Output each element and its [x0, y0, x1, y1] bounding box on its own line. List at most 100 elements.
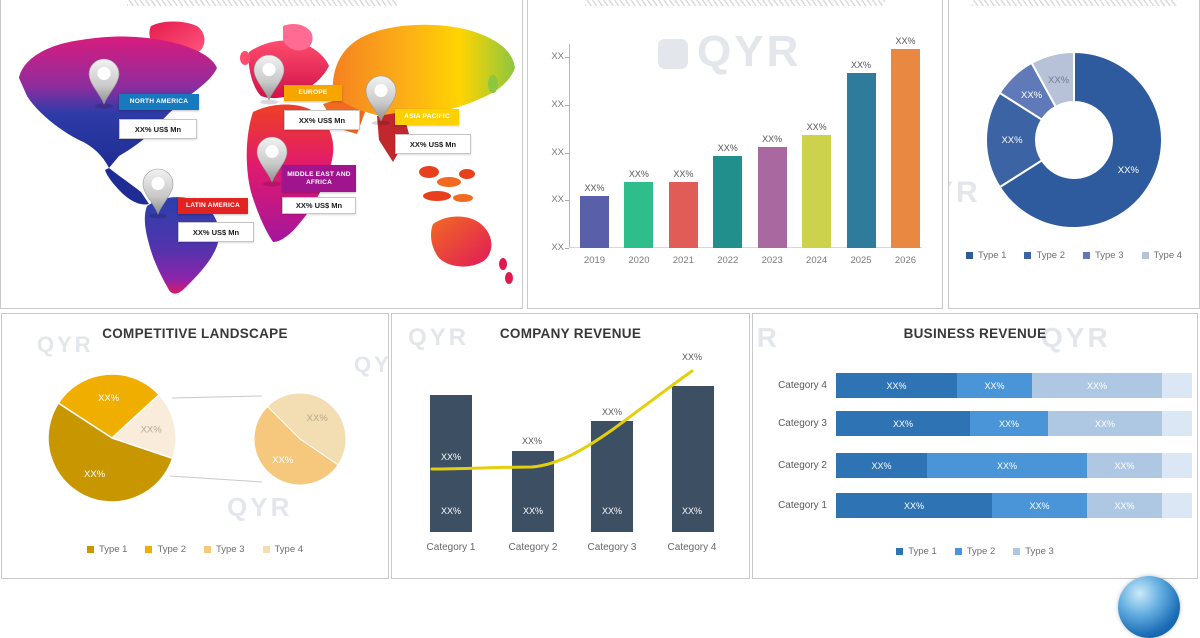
watermark: YR — [949, 176, 981, 209]
legend-label: Type 3 — [1095, 250, 1124, 261]
x-tick-label: Category 4 — [667, 542, 717, 553]
pie-slice-label: XX% — [84, 469, 106, 480]
stacked-bar-row: XX% XX% XX% — [836, 493, 1192, 518]
legend-label: Type 2 — [157, 544, 186, 555]
legend-marker — [204, 546, 211, 553]
clipped-panel-title — [971, 0, 1177, 6]
stacked-legend: Type 1 Type 2 Type 3 — [753, 546, 1197, 557]
bar-value-label: XX% — [762, 134, 783, 144]
y-tick-label: XX — [551, 242, 564, 253]
donut-slice-label: XX% — [1021, 90, 1043, 101]
secondary-pie-slice — [253, 405, 339, 486]
bar — [890, 49, 920, 248]
legend-label: Type 2 — [1036, 250, 1065, 261]
legend-label: Type 4 — [274, 544, 304, 555]
bar-column: XX% 2023 — [757, 134, 787, 266]
continent-australia — [431, 216, 492, 267]
watermark: QYR — [1041, 322, 1111, 353]
y-tick-label: XX — [551, 194, 564, 206]
donut-slice — [1030, 50, 1075, 109]
bar — [757, 147, 787, 248]
legend-label: Type 3 — [216, 544, 245, 555]
legend-item: Type 3 — [1083, 250, 1124, 261]
panel-market-trend-chart: QYR XX XX XX XX XX XX% 2019 XX% 2020 XX% 2021 XX% 2… — [527, 0, 943, 309]
bar-segment: XX% — [927, 453, 1087, 478]
legend-marker — [1013, 548, 1021, 555]
legend-marker — [1024, 252, 1032, 259]
bar-value-label: XX% — [584, 183, 605, 193]
legend-item: Type 2 — [1024, 250, 1065, 261]
region-label: NORTH AMERICA — [119, 94, 199, 110]
y-tick-mark — [565, 200, 569, 202]
pie-slice — [110, 393, 177, 460]
legend-marker — [954, 548, 962, 555]
legend-label: Type 2 — [966, 546, 996, 557]
bar-segment: XX% — [957, 373, 1032, 398]
legend-item: Type 2 — [954, 546, 996, 557]
bar-value-label: XX% — [522, 506, 543, 516]
region-label: LATIN AMERICA — [178, 198, 248, 214]
line-value-label: XX% — [601, 407, 622, 417]
donut-slice-label: XX% — [1048, 75, 1070, 86]
bar-value-label: XX% — [440, 506, 461, 516]
secondary-pie-slice-label: XX% — [272, 455, 294, 466]
y-tick-mark — [565, 104, 569, 106]
donut-slice — [998, 50, 1163, 229]
bar — [802, 135, 832, 248]
panel-title: BUSINESS REVENUE — [903, 326, 1047, 341]
legend-item: Type 3 — [1013, 546, 1054, 557]
continent-scandinavia — [283, 24, 313, 51]
bar-column: XX% 2022 — [713, 143, 743, 266]
bar-value-label: XX% — [601, 506, 622, 516]
bar-column: XX% 2026 — [890, 36, 920, 266]
clipped-panel-title — [126, 0, 397, 6]
panel-business-revenue: YR QYR BUSINESS REVENUE Category 4XX%XX%… — [752, 313, 1198, 579]
continent-sea-1 — [419, 166, 439, 178]
line-path — [430, 369, 694, 471]
x-tick-label: 2019 — [583, 255, 606, 266]
panel-competitive-landscape: QYR QYR QYR COMPETITIVE LANDSCAPE XX%XX%… — [1, 313, 389, 579]
continent-nz-2 — [505, 272, 513, 284]
row-category-label: Category 3 — [778, 418, 827, 429]
region-value: XX% US$ Mn — [178, 222, 254, 242]
row-category-label: Category 4 — [778, 380, 827, 391]
region-value: XX% US$ Mn — [395, 134, 471, 154]
bar-segment: XX% — [970, 411, 1048, 436]
x-tick-label: Category 2 — [508, 542, 558, 553]
region-value: XX% US$ Mn — [284, 110, 360, 130]
pie-slice — [47, 402, 174, 503]
panel-region-map: NORTH AMERICA XX% US$ Mn EUROPE XX% US$ Mn A… — [0, 0, 523, 309]
legend-label: Type 1 — [908, 546, 937, 557]
legend-marker — [145, 546, 153, 553]
stacked-bar-row: XX% XX% XX% — [836, 373, 1192, 398]
bar — [668, 182, 698, 248]
world-map — [19, 21, 515, 294]
x-tick-label: 2025 — [850, 255, 872, 266]
x-tick-label: Category 1 — [426, 542, 476, 553]
bar-segment: XX% — [836, 493, 992, 518]
watermark: QYR — [227, 492, 293, 522]
panel-title: COMPANY REVENUE — [499, 326, 642, 341]
continent-sea-2 — [437, 177, 461, 187]
bar — [580, 196, 609, 248]
legend-marker — [965, 252, 973, 259]
bar-segment: XX% — [1048, 411, 1162, 436]
pie-slice-label: XX% — [141, 425, 163, 436]
region-label: EUROPE — [284, 85, 342, 101]
x-tick-label: 2020 — [628, 255, 650, 266]
legend-label: Type 4 — [1153, 250, 1183, 261]
x-axis-line — [569, 247, 922, 248]
bar-segment: XX% — [836, 411, 970, 436]
donut-legend: Type 1 Type 2 Type 3 Type 4 — [949, 250, 1199, 261]
stacked-bar-row: XX% XX% XX% — [836, 411, 1192, 436]
bar-line-plot-area: XX% Category 1 XX% Category 2 XX% Category 3 X… — [392, 314, 749, 578]
legend-label: Type 3 — [1025, 546, 1054, 557]
bar-value-label: XX% — [806, 122, 827, 132]
bar-segment: XX% — [1087, 453, 1162, 478]
watermark: QYR — [37, 332, 94, 357]
continent-japan — [488, 75, 498, 93]
donut-slice-label: XX% — [1118, 165, 1140, 176]
bar-segment: XX% — [1032, 373, 1162, 398]
panel-company-revenue: QYR R COMPANY REVENUE XX%Category 1XX%Ca… — [391, 313, 750, 579]
y-tick-mark — [565, 57, 569, 58]
